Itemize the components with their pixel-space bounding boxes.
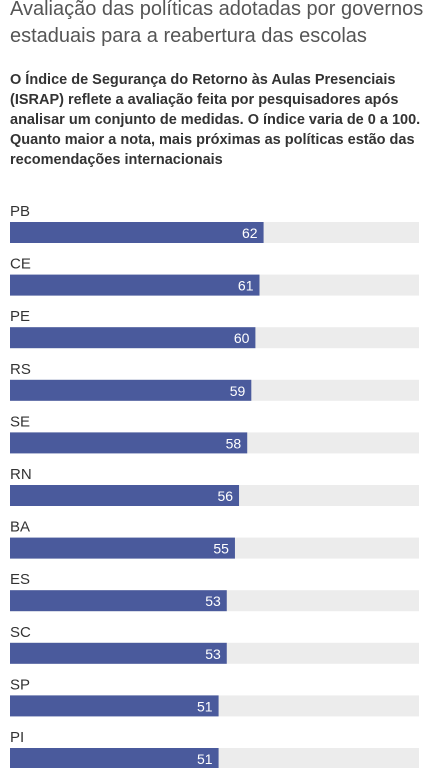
category-label: BA (10, 519, 30, 536)
bar (10, 695, 219, 717)
category-label: ES (10, 571, 30, 588)
value-label: 61 (238, 278, 254, 294)
value-label: 60 (234, 330, 250, 346)
bar (10, 432, 248, 454)
value-label: 58 (226, 435, 242, 451)
category-label: SE (10, 413, 30, 430)
bar (10, 537, 235, 559)
chart-subtitle: O Índice de Segurança do Retorno às Aula… (10, 72, 421, 168)
bar (10, 485, 240, 506)
bar (10, 274, 260, 296)
value-label: 59 (230, 383, 246, 399)
category-label: SC (10, 624, 31, 641)
bar (10, 327, 256, 349)
bar (10, 642, 227, 664)
value-label: 55 (213, 541, 229, 557)
category-label: PE (10, 308, 30, 325)
bar-row: RN 56 (10, 466, 419, 506)
category-label: PI (10, 729, 24, 746)
category-label: CE (10, 256, 31, 273)
bar-row: ES 53 (10, 571, 419, 612)
category-label: PB (10, 203, 30, 220)
value-label: 51 (197, 751, 213, 767)
bar (10, 379, 252, 401)
value-label: 56 (217, 488, 233, 504)
value-label: 53 (205, 593, 221, 609)
bar-row: SP 51 (10, 676, 419, 717)
bar-chart: PB 62 CE 61 PE 60 RS 59 SE 58 RN 56 BA 55 ES 53 SC 53 SP 51… (10, 203, 419, 768)
bar-row: CE 61 (10, 256, 419, 296)
bar-row: RS 59 (10, 361, 419, 401)
chart-title: Avaliação das políticas adotadas por gov… (10, 0, 424, 47)
bar (10, 590, 227, 612)
bar (10, 748, 219, 768)
value-label: 53 (205, 646, 221, 662)
category-label: SP (10, 676, 30, 693)
category-label: RN (10, 466, 32, 483)
bar (10, 222, 264, 243)
category-label: RS (10, 361, 31, 378)
bar-row: PB 62 (10, 203, 419, 243)
bar-row: SE 58 (10, 413, 419, 454)
bar-row: PI 51 (10, 729, 419, 768)
value-label: 62 (242, 225, 258, 241)
bar-row: SC 53 (10, 624, 419, 664)
bar-row: BA 55 (10, 519, 419, 559)
bar-row: PE 60 (10, 308, 419, 349)
value-label: 51 (197, 698, 213, 714)
